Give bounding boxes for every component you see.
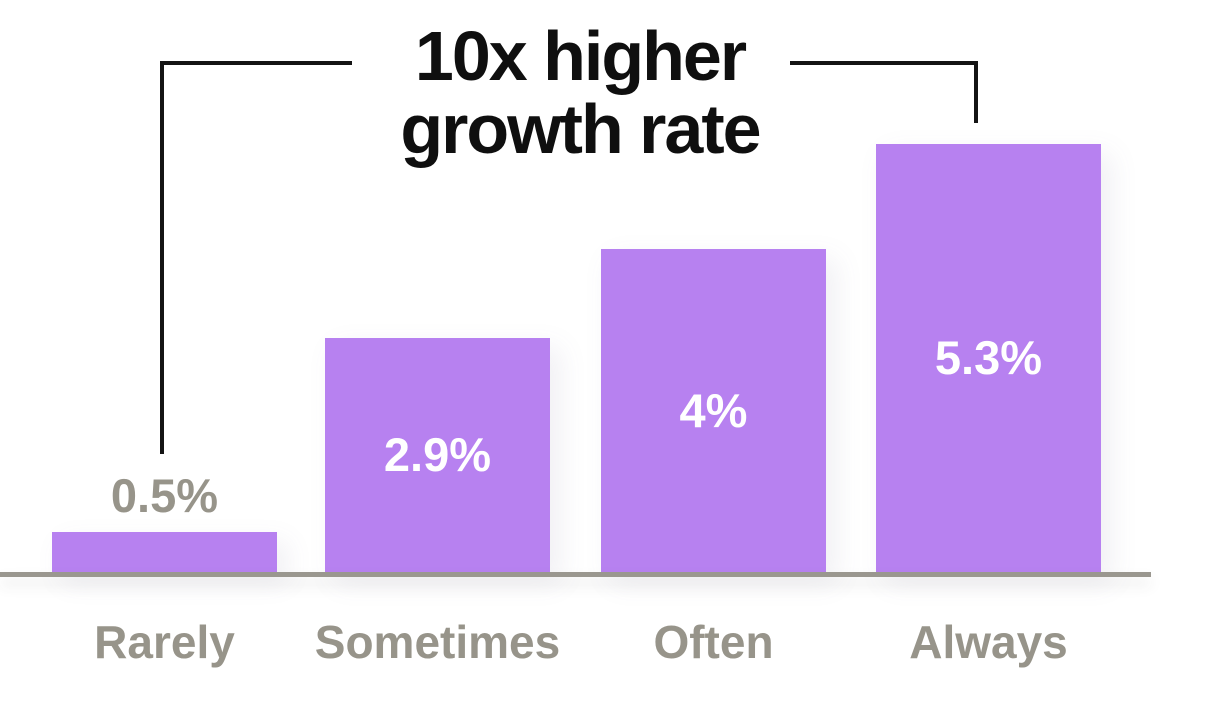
chart-title-line-2: growth rate <box>400 90 761 168</box>
category-label-rarely: Rarely <box>94 616 235 668</box>
x-axis-line <box>0 572 1151 577</box>
value-label-always: 5.3% <box>934 331 1043 384</box>
category-label-always: Always <box>909 616 1068 668</box>
bar-often <box>601 249 826 572</box>
annotation-connector-right <box>790 61 978 123</box>
bar-rarely <box>52 532 277 572</box>
category-label-often: Often <box>653 616 774 668</box>
chart-title: 10x higher growth rate <box>330 20 830 166</box>
bar-always <box>876 144 1101 572</box>
annotation-connector-left <box>160 61 352 454</box>
category-label-sometimes: Sometimes <box>314 616 561 668</box>
bar-sometimes <box>325 338 550 572</box>
value-label-rarely: 0.5% <box>110 469 219 522</box>
value-label-often: 4% <box>679 383 748 437</box>
value-label-sometimes: 2.9% <box>383 428 492 481</box>
chart-title-line-1: 10x higher <box>414 17 747 95</box>
